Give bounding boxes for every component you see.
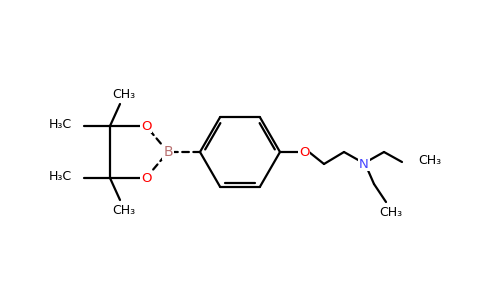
Text: H₃C: H₃C [48,170,72,184]
Text: B: B [163,145,173,159]
Text: O: O [299,146,309,158]
Text: O: O [141,119,151,133]
Text: N: N [359,158,369,170]
Text: CH₃: CH₃ [379,206,403,218]
Text: CH₃: CH₃ [418,154,441,166]
Text: H₃C: H₃C [48,118,72,131]
Text: CH₃: CH₃ [112,203,136,217]
Text: CH₃: CH₃ [112,88,136,100]
Text: O: O [141,172,151,184]
